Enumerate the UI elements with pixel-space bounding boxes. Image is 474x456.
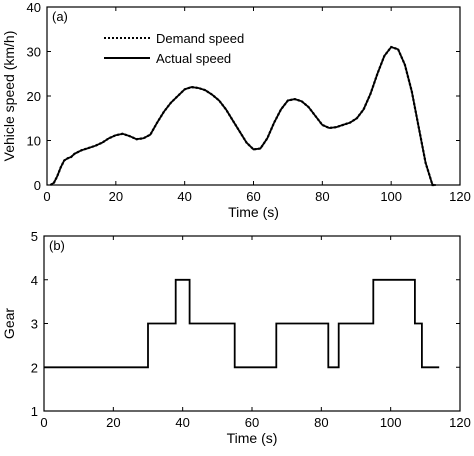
panel-b-gear-chart: (b) 0 20 40 60 80 100 120 1 2 3 4 5 Time (s) Gear	[1, 229, 471, 446]
y-tick-label: 5	[31, 229, 38, 244]
x-tick-label: 20	[109, 189, 123, 204]
y-tick-label: 30	[27, 45, 41, 60]
panel-b-x-axis-label: Time (s)	[227, 430, 278, 446]
x-tick-label: 100	[380, 189, 402, 204]
y-tick-label: 20	[27, 89, 41, 104]
panel-a-series	[49, 45, 436, 187]
x-tick-label: 60	[246, 189, 260, 204]
x-tick-label: 20	[106, 415, 120, 430]
y-tick-label: 1	[31, 404, 38, 419]
series-line-1	[49, 45, 436, 186]
series-line-0	[49, 45, 436, 187]
x-tick-label: 80	[315, 189, 329, 204]
x-tick-label: 120	[449, 189, 471, 204]
panel-b-series	[44, 278, 440, 369]
x-tick-label: 40	[175, 415, 189, 430]
x-tick-label: 60	[245, 415, 259, 430]
y-tick-label: 3	[31, 317, 38, 332]
x-tick-label: 80	[314, 415, 328, 430]
panel-b-ticks: 0 20 40 60 80 100 120 1 2 3 4 5	[31, 229, 471, 430]
x-tick-label: 0	[43, 189, 50, 204]
panel-a-x-axis-label: Time (s)	[228, 204, 279, 220]
panel-b-y-axis-label: Gear	[1, 308, 17, 339]
y-tick-label: 10	[27, 134, 41, 149]
panel-a-plot-frame	[46, 6, 461, 186]
panel-a-speed-chart: (a) 0 20 40 60 80 100 120 0 10 20 30 40 Time (s) Ve…	[1, 0, 471, 220]
y-tick-label: 4	[31, 273, 38, 288]
x-tick-label: 40	[177, 189, 191, 204]
y-tick-label: 0	[34, 178, 41, 193]
x-tick-label: 120	[449, 415, 471, 430]
series-line-0	[44, 278, 440, 369]
panel-b-label: (b)	[49, 238, 65, 253]
x-tick-label: 100	[380, 415, 402, 430]
legend-actual-speed-label: Actual speed	[156, 51, 231, 66]
y-tick-label: 2	[31, 360, 38, 375]
panel-b-plot-frame	[43, 235, 461, 412]
panel-a-label: (a)	[52, 9, 68, 24]
y-tick-label: 40	[27, 0, 41, 15]
panel-a-ticks: 0 20 40 60 80 100 120 0 10 20 30 40	[27, 0, 471, 204]
panel-a-legend: Demand speed Actual speed	[104, 31, 244, 66]
x-tick-label: 0	[40, 415, 47, 430]
panel-a-y-axis-label: Vehicle speed (km/h)	[1, 31, 17, 162]
legend-demand-speed-label: Demand speed	[156, 31, 244, 46]
